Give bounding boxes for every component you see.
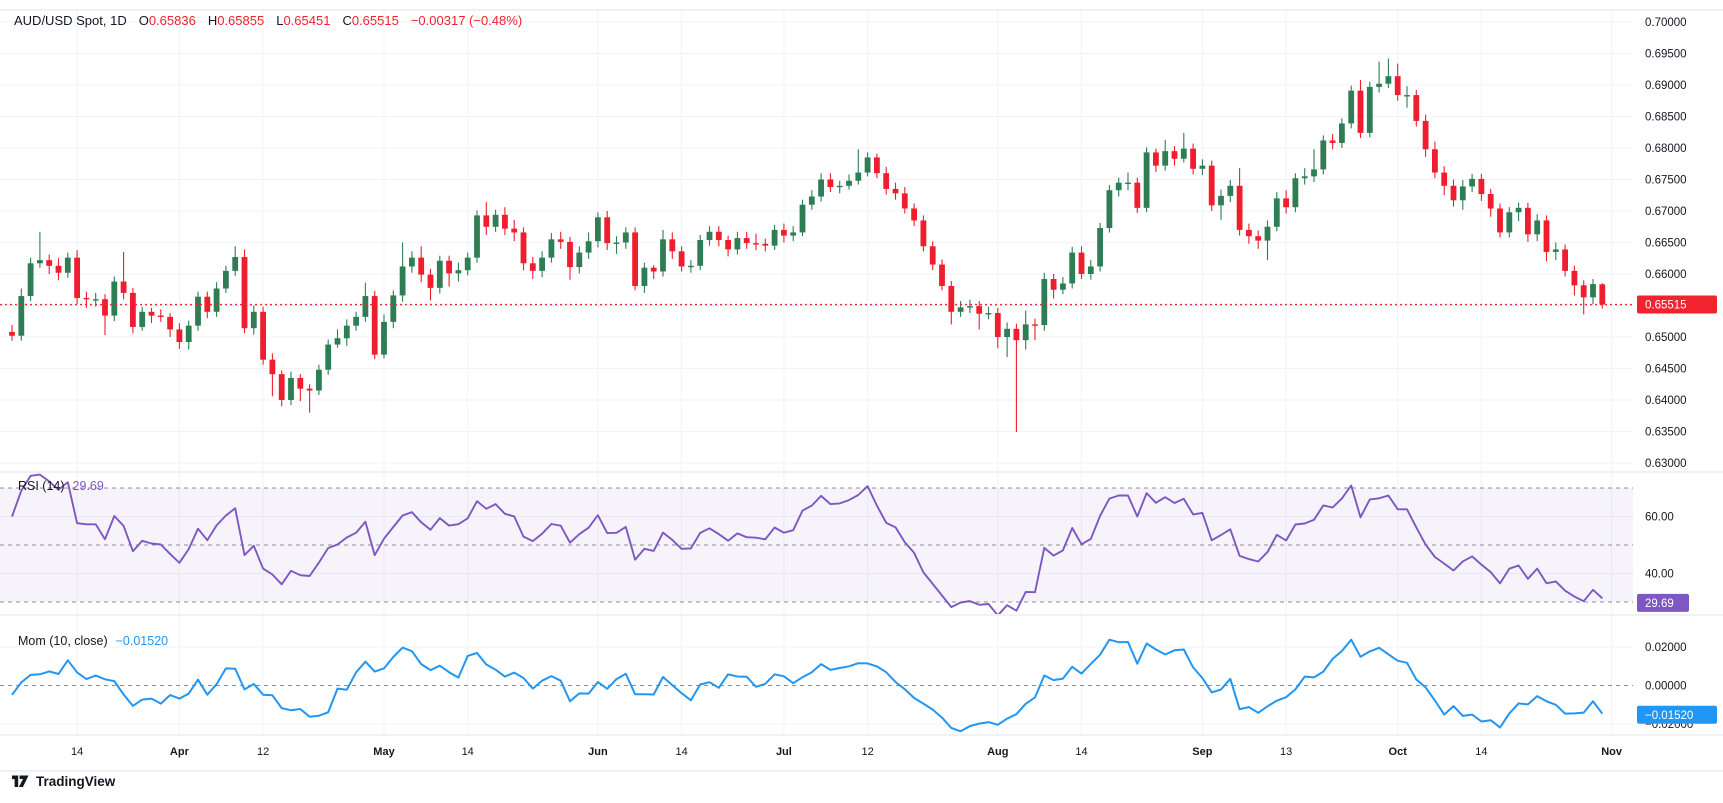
close-value: 0.65515 [351, 13, 399, 28]
svg-text:0.69000: 0.69000 [1645, 80, 1687, 92]
svg-text:0.02000: 0.02000 [1645, 642, 1687, 654]
svg-text:Oct: Oct [1389, 746, 1408, 758]
svg-text:0.67500: 0.67500 [1645, 175, 1687, 187]
svg-text:0.65515: 0.65515 [1645, 300, 1687, 312]
pane-separators [0, 9, 1723, 772]
change-value: −0.00317 (−0.48%) [410, 13, 523, 28]
rsi-value: 29.69 [72, 479, 104, 493]
svg-text:14: 14 [71, 746, 83, 758]
tradingview-attribution[interactable]: TradingView [12, 774, 115, 789]
mom-legend: Mom (10, close) −0.01520 [18, 634, 168, 648]
svg-text:Aug: Aug [987, 746, 1008, 758]
symbol-legend: AUD/USD Spot, 1D O0.65836 H0.65855 L0.65… [14, 13, 522, 28]
rsi-title: RSI (14) [18, 479, 65, 493]
svg-text:12: 12 [861, 746, 873, 758]
mom-value-badge: −0.01520 [1637, 705, 1717, 724]
svg-text:May: May [373, 746, 395, 758]
svg-text:−0.01520: −0.01520 [1645, 710, 1693, 722]
mom-title: Mom (10, close) [18, 634, 108, 648]
price-axis[interactable]: 0.70000 0.69500 0.69000 0.68500 0.68000 0.675… [1645, 17, 1693, 731]
mom-line [11, 638, 1604, 733]
low-label: L [276, 13, 284, 28]
svg-text:0.67000: 0.67000 [1645, 206, 1687, 218]
high-label: H [207, 13, 218, 28]
low-value: 0.65451 [283, 13, 331, 28]
ohlc-group: O0.65836 H0.65855 L0.65451 C0.65515 −0.0… [139, 13, 522, 28]
open-label: O [138, 13, 149, 28]
close-label: C [342, 13, 352, 28]
svg-text:40.00: 40.00 [1645, 569, 1674, 581]
indicator-levels [0, 487, 1633, 686]
svg-text:0.64000: 0.64000 [1645, 395, 1687, 407]
svg-text:60.00: 60.00 [1645, 512, 1674, 524]
rsi-value-badge: 29.69 [1637, 593, 1689, 612]
gridlines [0, 10, 1633, 735]
svg-text:0.70000: 0.70000 [1645, 17, 1687, 29]
high-value: 0.65855 [217, 13, 265, 28]
last-price-badge: 0.65515 [1637, 295, 1717, 314]
svg-text:14: 14 [462, 746, 474, 758]
svg-text:0.66500: 0.66500 [1645, 238, 1687, 250]
svg-text:14: 14 [1475, 746, 1487, 758]
svg-text:14: 14 [675, 746, 687, 758]
svg-text:12: 12 [257, 746, 269, 758]
open-value: 0.65836 [148, 13, 196, 28]
tradingview-logo-icon [12, 774, 29, 789]
svg-text:13: 13 [1280, 746, 1292, 758]
svg-text:0.68000: 0.68000 [1645, 143, 1687, 155]
mom-value: −0.01520 [115, 634, 169, 648]
rsi-legend: RSI (14) 29.69 [18, 479, 104, 493]
rsi-line [11, 473, 1603, 614]
svg-text:0.00000: 0.00000 [1645, 681, 1687, 693]
svg-text:0.68500: 0.68500 [1645, 112, 1687, 124]
svg-text:0.64500: 0.64500 [1645, 364, 1687, 376]
svg-text:29.69: 29.69 [1645, 598, 1674, 610]
svg-text:Nov: Nov [1601, 746, 1623, 758]
svg-text:Sep: Sep [1192, 746, 1212, 758]
svg-text:Jun: Jun [588, 746, 608, 758]
time-axis[interactable]: 14 Apr 12 May 14 Jun 14 Jul 12 Aug 14 Sep 13 Oct 14 Nov [71, 746, 1623, 758]
svg-text:0.63500: 0.63500 [1645, 427, 1687, 439]
candlestick-series [9, 58, 1606, 433]
svg-text:Jul: Jul [776, 746, 792, 758]
svg-text:0.65000: 0.65000 [1645, 332, 1687, 344]
svg-text:0.63000: 0.63000 [1645, 458, 1687, 470]
tradingview-brand-text: TradingView [36, 774, 116, 789]
svg-text:0.69500: 0.69500 [1645, 49, 1687, 61]
svg-text:Apr: Apr [170, 746, 190, 758]
symbol-title: AUD/USD Spot, 1D [14, 13, 127, 28]
svg-text:0.66000: 0.66000 [1645, 269, 1687, 281]
svg-text:14: 14 [1075, 746, 1087, 758]
